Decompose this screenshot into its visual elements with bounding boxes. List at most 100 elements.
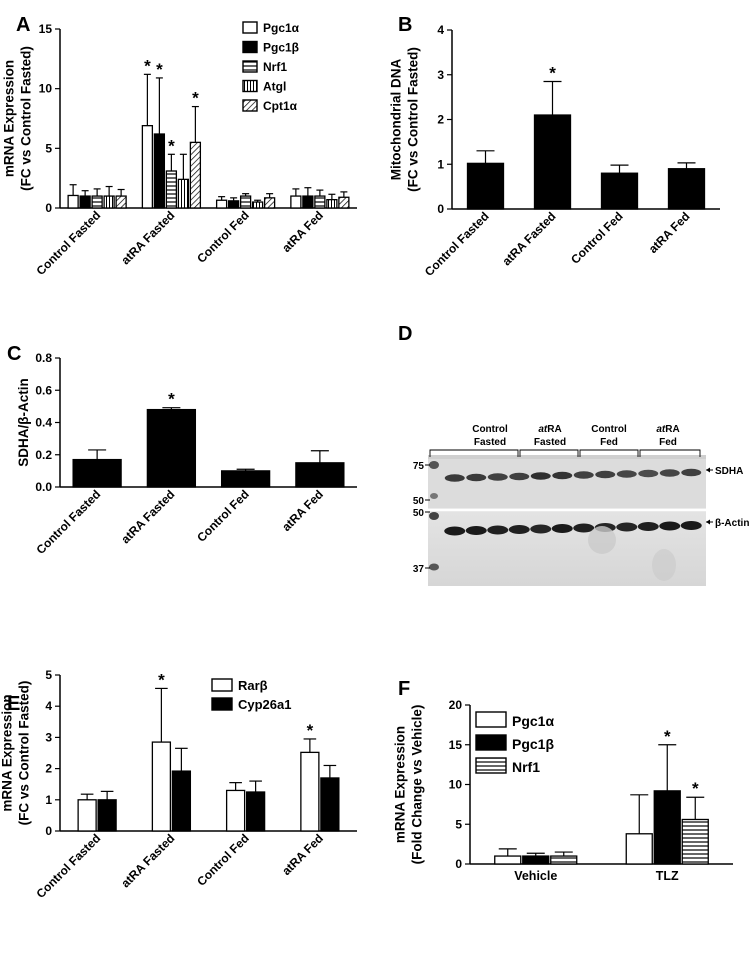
bar	[171, 770, 192, 832]
significance-marker: *	[692, 779, 699, 798]
legend-swatch	[242, 99, 258, 112]
ladder-band	[429, 563, 439, 571]
bar	[326, 198, 338, 209]
legend-entry: Pgc1β	[263, 41, 299, 55]
y-tick-label: 0	[437, 202, 444, 216]
y-tick-label: 5	[45, 668, 52, 682]
bar	[314, 195, 326, 209]
sdha-band	[487, 473, 508, 481]
category-label: Control Fed	[568, 209, 626, 267]
actin-band	[659, 521, 681, 531]
significance-marker: *	[168, 136, 175, 155]
legend-swatch	[475, 734, 507, 751]
significance-marker: *	[168, 390, 175, 409]
y-axis-label: SDHA/β-Actin	[16, 378, 31, 467]
blot-group-line2: Fed	[600, 437, 618, 448]
blot-group-bracket	[639, 449, 701, 457]
actin-band	[680, 521, 702, 530]
blot-group-line1: atRA	[538, 424, 561, 435]
blot-group-label: Control Fed	[579, 424, 639, 457]
y-axis-label-line: (FC vs Control Fasted)	[406, 47, 421, 192]
legend-swatch	[211, 697, 233, 711]
bar	[653, 790, 681, 865]
bar	[115, 195, 127, 209]
actin-band	[487, 525, 509, 535]
bar	[466, 162, 505, 210]
chart-panel-e: E 0 1 2 3 4 5 mRNA Expression (FC vs Control Fas…	[0, 668, 357, 901]
category-label: Control Fasted	[33, 487, 103, 557]
chart-panel-a: A 0 5 10 15 mRNA Expression (FC vs Control Fas…	[2, 14, 357, 278]
panel-label-c: C	[7, 343, 21, 365]
category-label: Control Fed	[194, 208, 252, 266]
bar	[600, 172, 639, 210]
legend-swatch	[242, 60, 258, 73]
y-axis-label-line: SDHA/β-Actin	[16, 378, 31, 467]
category-label: atRA Fasted	[118, 487, 177, 546]
blot-smudge	[652, 549, 676, 581]
actin-band	[637, 522, 659, 531]
legend-swatch	[242, 79, 258, 93]
significance-marker: *	[549, 63, 556, 82]
legend-entry: Atgl	[263, 80, 286, 94]
y-tick-label: 1	[45, 793, 52, 807]
y-tick-label: 2	[437, 113, 444, 127]
y-tick-label: 4	[437, 23, 444, 37]
bar	[103, 195, 115, 209]
band-label-sdha: SDHA	[715, 466, 743, 477]
legend: Pgc1α Pgc1β Nrf1 Atgl Cpt1α	[242, 21, 300, 113]
category-label: atRA Fasted	[118, 831, 177, 890]
y-tick-label: 0	[45, 824, 52, 838]
significance-marker: *	[664, 727, 671, 746]
bar	[151, 741, 172, 832]
bar	[141, 125, 154, 209]
category-label: atRA Fed	[279, 208, 326, 255]
y-tick-label: 20	[449, 698, 463, 712]
bar	[220, 470, 271, 488]
actin-band	[616, 522, 638, 532]
panel-label-a: A	[16, 14, 30, 36]
bar	[494, 855, 522, 865]
category-label: Vehicle	[514, 869, 557, 883]
category-label: atRA Fed	[646, 209, 693, 256]
bar	[239, 195, 252, 209]
panel-label-b: B	[398, 14, 412, 36]
actin-band	[444, 526, 466, 536]
bar	[146, 408, 197, 488]
y-axis-label: mRNA Expression (FC vs Control Fasted)	[0, 681, 32, 826]
blot-group-line1: Control	[591, 424, 627, 435]
bar	[189, 141, 202, 209]
blot-membrane-top	[428, 455, 706, 510]
blot-group-line1: atRA	[656, 424, 679, 435]
blot-group-bracket	[429, 449, 519, 457]
y-tick-label: 15	[449, 738, 463, 752]
legend: Rarβ Cyp26a1	[211, 678, 291, 712]
band-arrow-head	[706, 519, 710, 525]
y-axis-label-line: (Fold Change vs Vehicle)	[410, 705, 425, 865]
blot-group-label: Control Fasted	[429, 424, 519, 457]
significance-marker: *	[156, 60, 163, 79]
blot-edge	[428, 455, 706, 459]
significance-marker: *	[307, 721, 314, 740]
bar	[251, 201, 264, 209]
blot-group-line2: Fasted	[534, 437, 566, 448]
significance-marker: *	[192, 89, 199, 108]
y-tick-label: 5	[45, 141, 52, 155]
bar	[227, 200, 240, 209]
sdha-band	[509, 472, 530, 481]
bar	[215, 199, 228, 209]
sdha-band	[638, 469, 659, 478]
bar	[625, 833, 653, 865]
bar	[522, 855, 550, 865]
y-axis-label: mRNA Expression (FC vs Control Fasted)	[2, 46, 34, 191]
actin-band	[508, 525, 530, 534]
sdha-band	[552, 471, 573, 480]
y-axis-label-line: mRNA Expression	[0, 694, 15, 811]
y-tick-label: 0.2	[35, 448, 52, 462]
y-tick-label: 0.0	[35, 480, 52, 494]
legend: Pgc1α Pgc1β Nrf1	[475, 711, 554, 775]
y-tick-label: 15	[39, 22, 53, 36]
band-arrow-head	[706, 467, 710, 473]
chart-panel-c: C 0.0 0.2 0.4 0.6 0.8 SDHA/β-Actin Control Fast…	[7, 343, 357, 557]
y-axis-label-line: mRNA Expression	[2, 60, 17, 177]
